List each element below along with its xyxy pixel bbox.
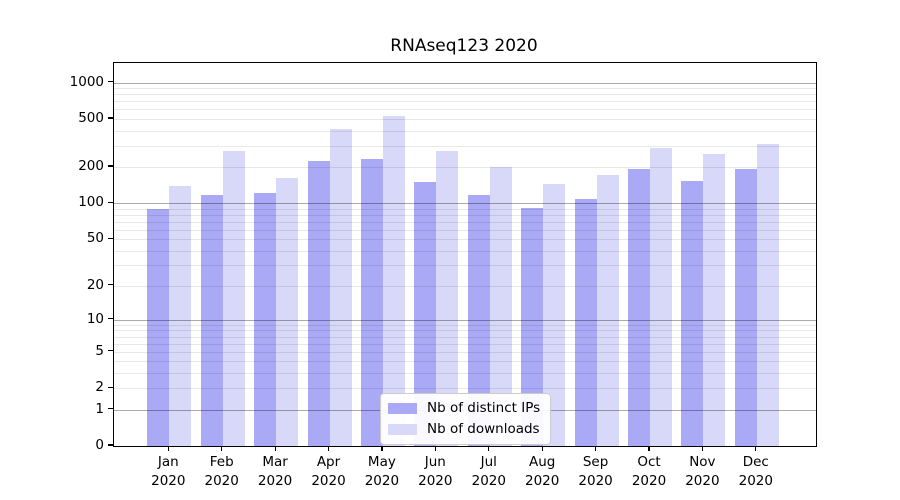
x-tick-label: Dec 2020 (738, 454, 773, 489)
y-tick-label: 1 (95, 400, 104, 417)
x-tick-mark (221, 446, 223, 451)
bar-distinct-ips-mar (254, 192, 277, 446)
x-tick-mark (274, 446, 276, 451)
x-tick-label: Sep 2020 (578, 454, 613, 489)
bar-distinct-ips-apr (307, 161, 330, 446)
bar-distinct-ips-nov (681, 180, 704, 446)
y-tick-label: 500 (78, 109, 104, 126)
x-tick-label: Apr 2020 (311, 454, 346, 489)
x-tick-label: Jul 2020 (471, 454, 506, 489)
y-tick-label: 2 (95, 379, 104, 396)
y-tick-mark (108, 444, 113, 446)
bar-distinct-ips-aug (521, 207, 544, 446)
y-tick-label: 1000 (69, 73, 104, 90)
y-tick-label: 100 (78, 194, 104, 211)
bar-downloads-apr (329, 128, 352, 446)
y-tick-mark (108, 165, 113, 167)
y-tick-mark (108, 407, 113, 410)
x-tick-mark (755, 446, 757, 451)
bar-distinct-ips-oct (627, 169, 650, 446)
y-tick-label: 10 (86, 310, 104, 327)
bar-downloads-oct (649, 147, 672, 446)
x-tick-mark (595, 446, 597, 451)
x-tick-label: Oct 2020 (631, 454, 667, 489)
y-tick-mark (108, 117, 113, 119)
y-tick-mark (108, 237, 113, 239)
legend-row-downloads: Nb of downloads (388, 422, 540, 437)
bar-downloads-may (382, 115, 405, 446)
bars-layer (114, 63, 816, 446)
y-tick-mark (108, 284, 113, 286)
x-tick-label: Aug 2020 (525, 454, 560, 489)
legend-row-distinct-ips: Nb of distinct IPs (388, 401, 540, 416)
y-tick-label: 200 (78, 158, 104, 174)
legend-swatch-downloads (388, 424, 417, 435)
bar-distinct-ips-feb (200, 194, 223, 446)
legend: Nb of distinct IPs Nb of downloads (380, 393, 552, 445)
x-tick-label: Feb 2020 (204, 454, 239, 489)
bar-distinct-ips-dec (734, 168, 757, 446)
y-tick-label: 20 (86, 276, 104, 293)
y-tick-mark (108, 80, 113, 83)
bar-distinct-ips-jun (414, 181, 437, 446)
x-tick-label: Jan 2020 (151, 454, 186, 489)
bar-downloads-feb (222, 151, 245, 446)
legend-label-downloads: Nb of downloads (427, 421, 540, 437)
legend-swatch-distinct-ips (388, 403, 417, 414)
x-tick-label: May 2020 (364, 454, 400, 489)
bar-downloads-jul (489, 166, 512, 446)
bar-downloads-jun (436, 151, 459, 446)
x-tick-mark (701, 446, 704, 451)
bar-distinct-ips-may (360, 158, 383, 446)
y-tick-mark (108, 318, 113, 320)
bar-downloads-dec (756, 144, 779, 446)
y-tick-mark (108, 201, 113, 203)
x-tick-mark (434, 446, 436, 451)
x-tick-mark (648, 446, 650, 451)
chart-title: RNAseq123 2020 (390, 36, 538, 56)
x-tick-mark (167, 446, 169, 451)
y-tick-label: 50 (86, 230, 104, 247)
bar-distinct-ips-jan (147, 208, 170, 446)
bar-downloads-aug (543, 183, 566, 446)
legend-label-distinct-ips: Nb of distinct IPs (427, 400, 541, 416)
bar-downloads-mar (276, 177, 299, 446)
x-tick-label: Jun 2020 (418, 454, 453, 489)
y-tick-label: 5 (95, 342, 104, 359)
bar-downloads-nov (703, 154, 726, 446)
plot-area: Nb of distinct IPs Nb of downloads (113, 62, 817, 447)
x-tick-label: Nov 2020 (685, 454, 720, 489)
x-tick-mark (541, 446, 543, 451)
y-tick-mark (108, 386, 113, 388)
x-tick-mark (327, 446, 330, 451)
bar-distinct-ips-sep (574, 199, 597, 446)
x-tick-mark (381, 446, 383, 451)
x-tick-mark (488, 446, 490, 451)
bar-distinct-ips-jul (467, 194, 490, 446)
y-tick-mark (108, 350, 113, 352)
bar-downloads-jan (169, 185, 192, 446)
x-tick-label: Mar 2020 (257, 454, 293, 489)
y-tick-label: 0 (95, 437, 104, 453)
bar-downloads-sep (596, 174, 619, 446)
